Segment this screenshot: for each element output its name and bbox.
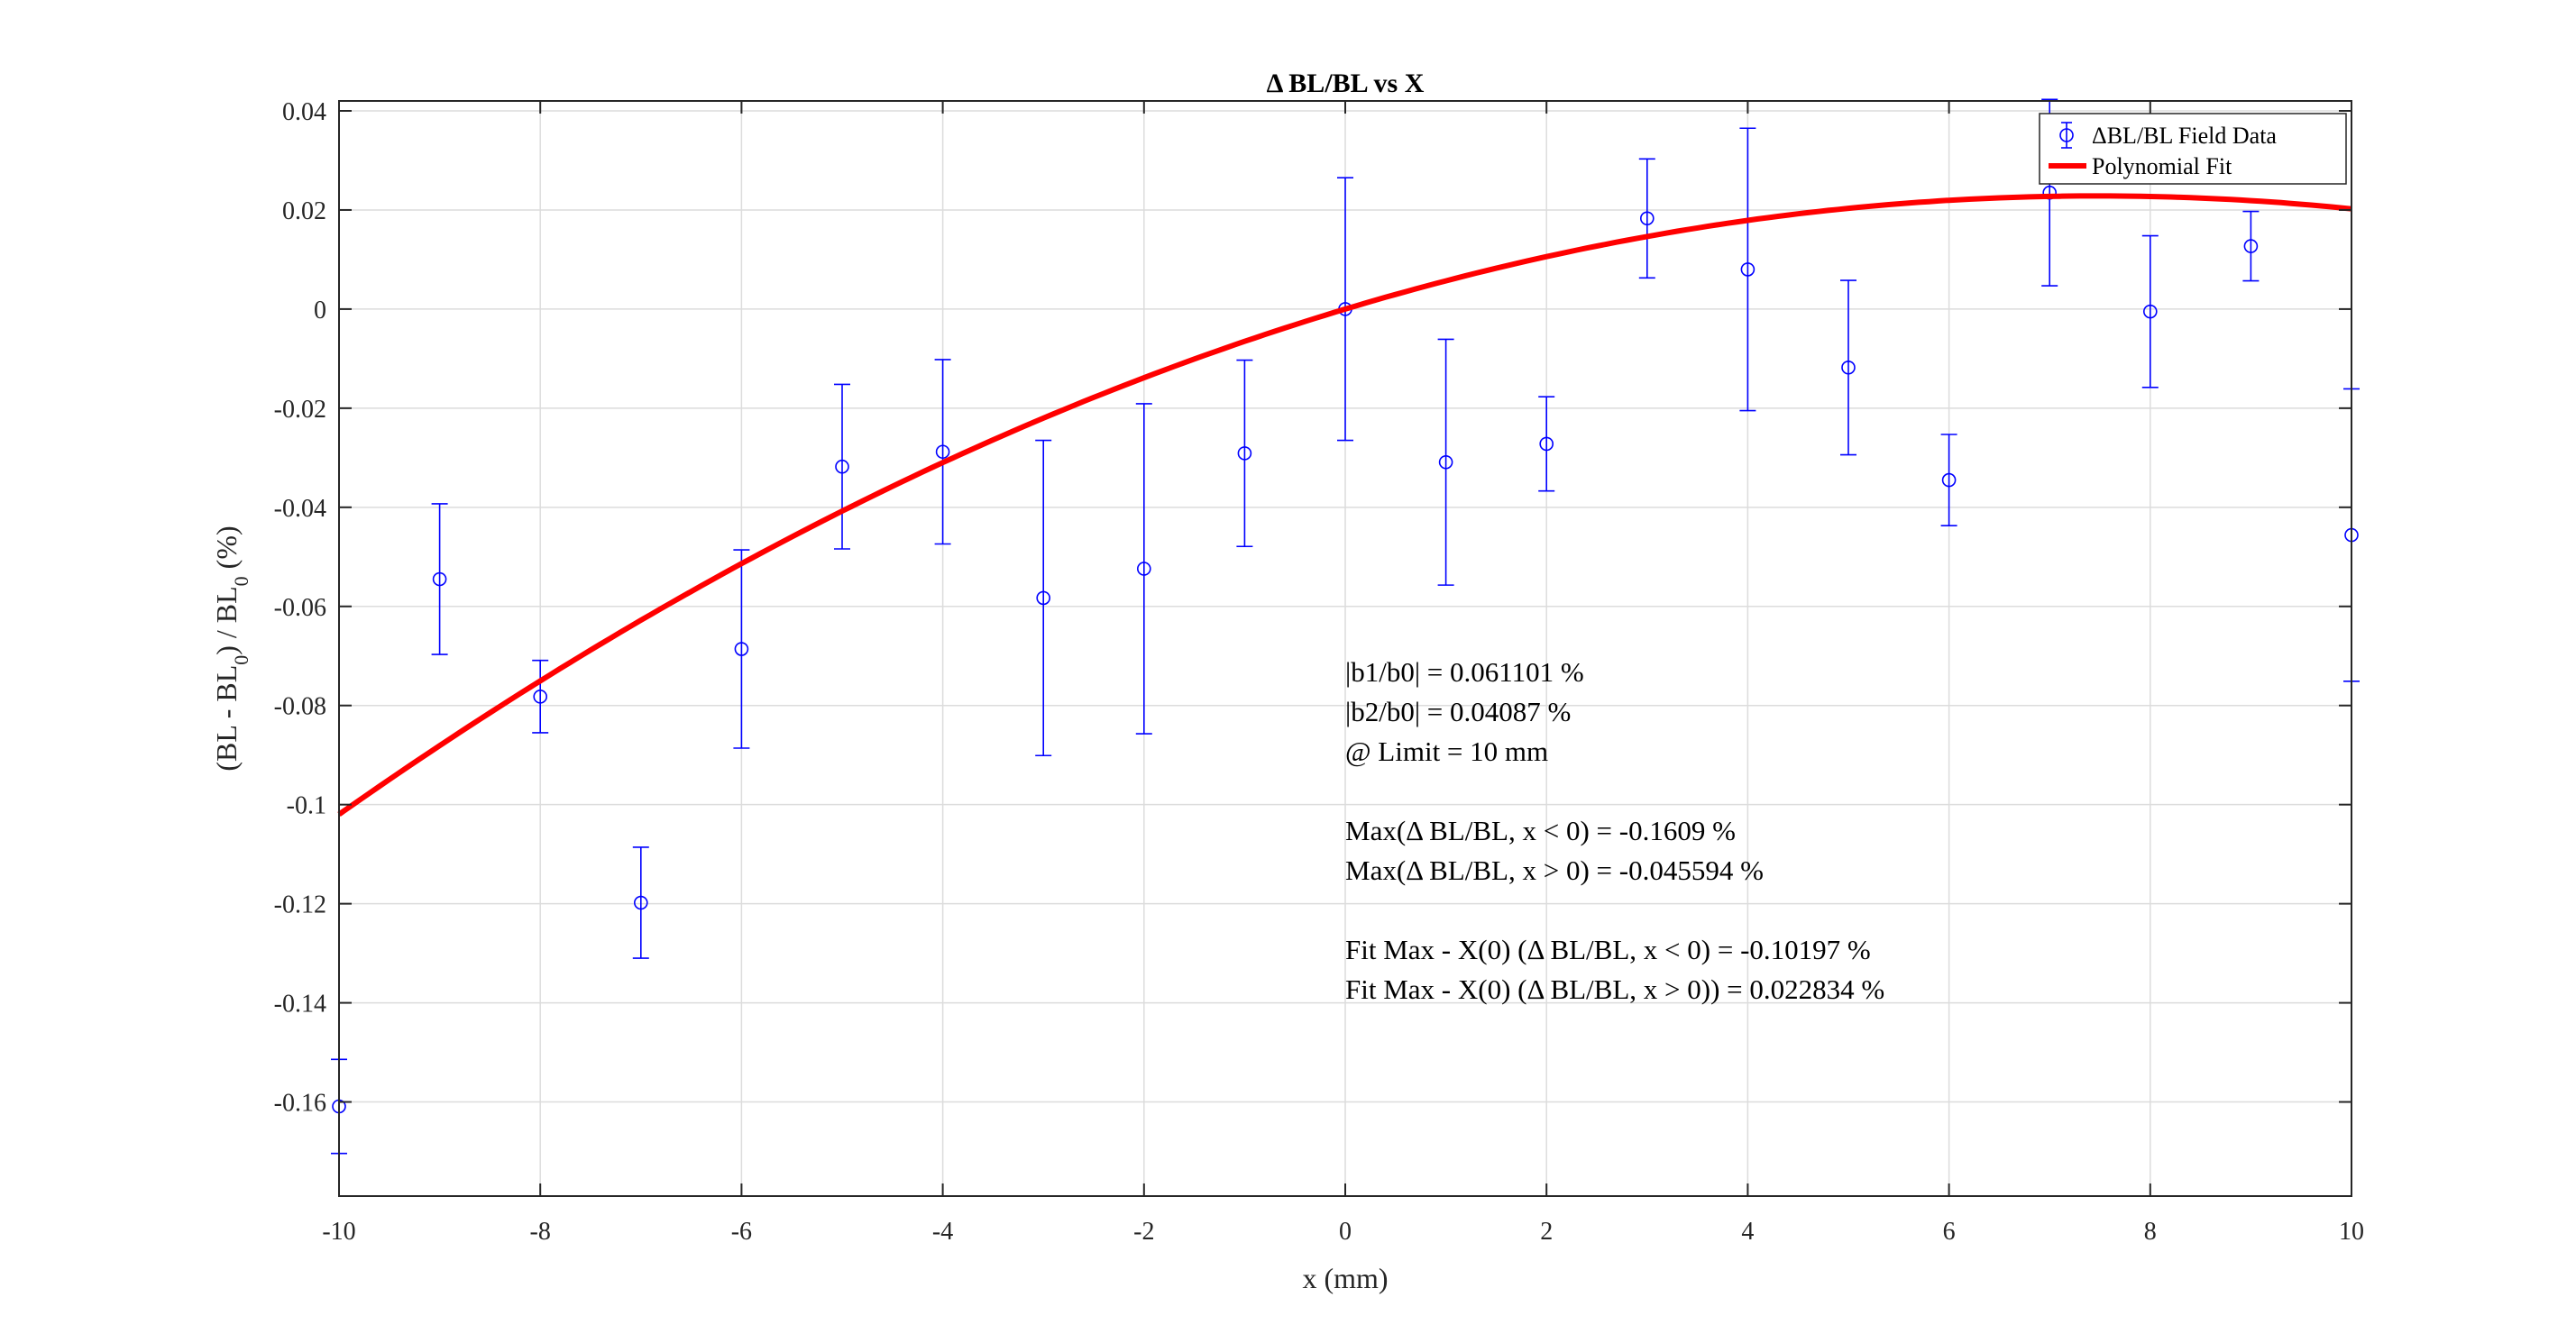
- data-point: [834, 383, 850, 550]
- annotation-line: @ Limit = 10 mm: [1345, 736, 1548, 767]
- annotation-line: |b2/b0| = 0.04087 %: [1345, 696, 1571, 727]
- data-marker: [2243, 239, 2259, 253]
- data-point: [2141, 234, 2159, 388]
- data-point: [1135, 403, 1152, 735]
- x-tick-label: -2: [1133, 1218, 1154, 1246]
- y-tick-label: -0.02: [274, 396, 326, 424]
- annotation-text: |b1/b0| = 0.061101 % |b2/b0| = 0.04087 % @…: [1345, 656, 1884, 1005]
- legend-label-polynomial-fit: Polynomial Fit: [2092, 153, 2232, 179]
- data-point: [733, 549, 750, 749]
- data-marker: [1841, 360, 1856, 375]
- y-tick-label: -0.12: [274, 891, 326, 919]
- y-tick-label: -0.1: [287, 792, 326, 820]
- y-tick-label: -0.14: [274, 991, 326, 1019]
- x-tick-label: 4: [1741, 1218, 1754, 1246]
- data-marker: [633, 895, 648, 910]
- legend: ΔBL/BL Field Data Polynomial Fit: [2039, 113, 2347, 185]
- x-tick-label: -8: [530, 1218, 551, 1246]
- y-label-part: (BL - BL: [210, 665, 243, 772]
- data-marker: [734, 642, 749, 656]
- data-point: [632, 846, 649, 959]
- chart-title: Δ BL/BL vs X: [1267, 69, 1425, 98]
- data-marker: [1640, 211, 1655, 226]
- y-axis-label: (BL - BL0) / BL0 (%): [210, 525, 252, 771]
- legend-box: [2039, 113, 2347, 185]
- plot-area: [331, 98, 2360, 1155]
- x-axis-label: x (mm): [1302, 1262, 1388, 1294]
- legend-label-field-data: ΔBL/BL Field Data: [2092, 123, 2277, 149]
- x-tick-label: 10: [2339, 1218, 2364, 1246]
- data-marker: [1941, 472, 1957, 488]
- y-tick-label: 0.04: [282, 98, 326, 126]
- x-tick-label: -6: [731, 1218, 752, 1246]
- data-marker: [432, 571, 447, 587]
- data-marker: [2143, 304, 2158, 319]
- data-point: [1538, 396, 1555, 492]
- annotation-line: Max(Δ BL/BL, x < 0) = -0.1609 %: [1345, 815, 1736, 846]
- y-tick-label: 0: [314, 297, 326, 324]
- x-tick-label: -10: [322, 1218, 355, 1246]
- polynomial-fit-line: [337, 193, 2352, 817]
- data-marker: [1137, 562, 1151, 576]
- annotation-line: Max(Δ BL/BL, x > 0) = -0.045594 %: [1345, 854, 1764, 886]
- axis-ticks: -10 -8 -6 -4 -2 0 2 4 6 8 10 0.04 0.02 0 -0.02 -0.04 -0.…: [274, 98, 2364, 1246]
- y-tick-label: -0.04: [274, 495, 326, 523]
- y-tick-label: -0.06: [274, 594, 326, 622]
- legend-marker-icon: [2059, 128, 2074, 142]
- data-point: [2242, 210, 2260, 282]
- data-point: [532, 659, 549, 734]
- data-point: [1739, 127, 1756, 412]
- data-point: [1940, 434, 1957, 526]
- data-marker: [1036, 590, 1050, 606]
- data-marker: [935, 444, 950, 460]
- data-point: [934, 359, 951, 545]
- y-label-subscript: 0: [230, 655, 252, 665]
- x-tick-label: 6: [1943, 1218, 1956, 1246]
- data-marker: [1539, 436, 1554, 452]
- data-point: [1638, 158, 1655, 279]
- y-label-part: (%): [210, 525, 243, 576]
- x-tick-label: -4: [932, 1218, 953, 1246]
- data-point: [1035, 439, 1052, 757]
- data-marker: [533, 690, 548, 704]
- y-tick-label: 0.02: [282, 197, 326, 225]
- data-marker: [835, 459, 849, 474]
- x-tick-label: 8: [2144, 1218, 2157, 1246]
- y-label-subscript: 0: [230, 576, 252, 586]
- annotation-line: |b1/b0| = 0.061101 %: [1345, 656, 1584, 688]
- data-point: [1840, 279, 1856, 456]
- data-point: [1437, 338, 1454, 586]
- y-tick-label: -0.08: [274, 693, 326, 721]
- x-tick-label: 2: [1540, 1218, 1553, 1246]
- data-point: [1236, 359, 1253, 548]
- data-point: [431, 503, 448, 655]
- annotation-line: Fit Max - X(0) (Δ BL/BL, x < 0) = -0.101…: [1345, 934, 1871, 965]
- data-marker: [1237, 446, 1252, 461]
- x-tick-label: 0: [1339, 1218, 1352, 1246]
- annotation-line: Fit Max - X(0) (Δ BL/BL, x > 0)) = 0.022…: [1345, 973, 1884, 1005]
- y-label-part: ) / BL: [210, 586, 243, 654]
- data-marker: [1740, 262, 1756, 277]
- data-marker: [1438, 454, 1453, 470]
- y-tick-label: -0.16: [274, 1090, 326, 1118]
